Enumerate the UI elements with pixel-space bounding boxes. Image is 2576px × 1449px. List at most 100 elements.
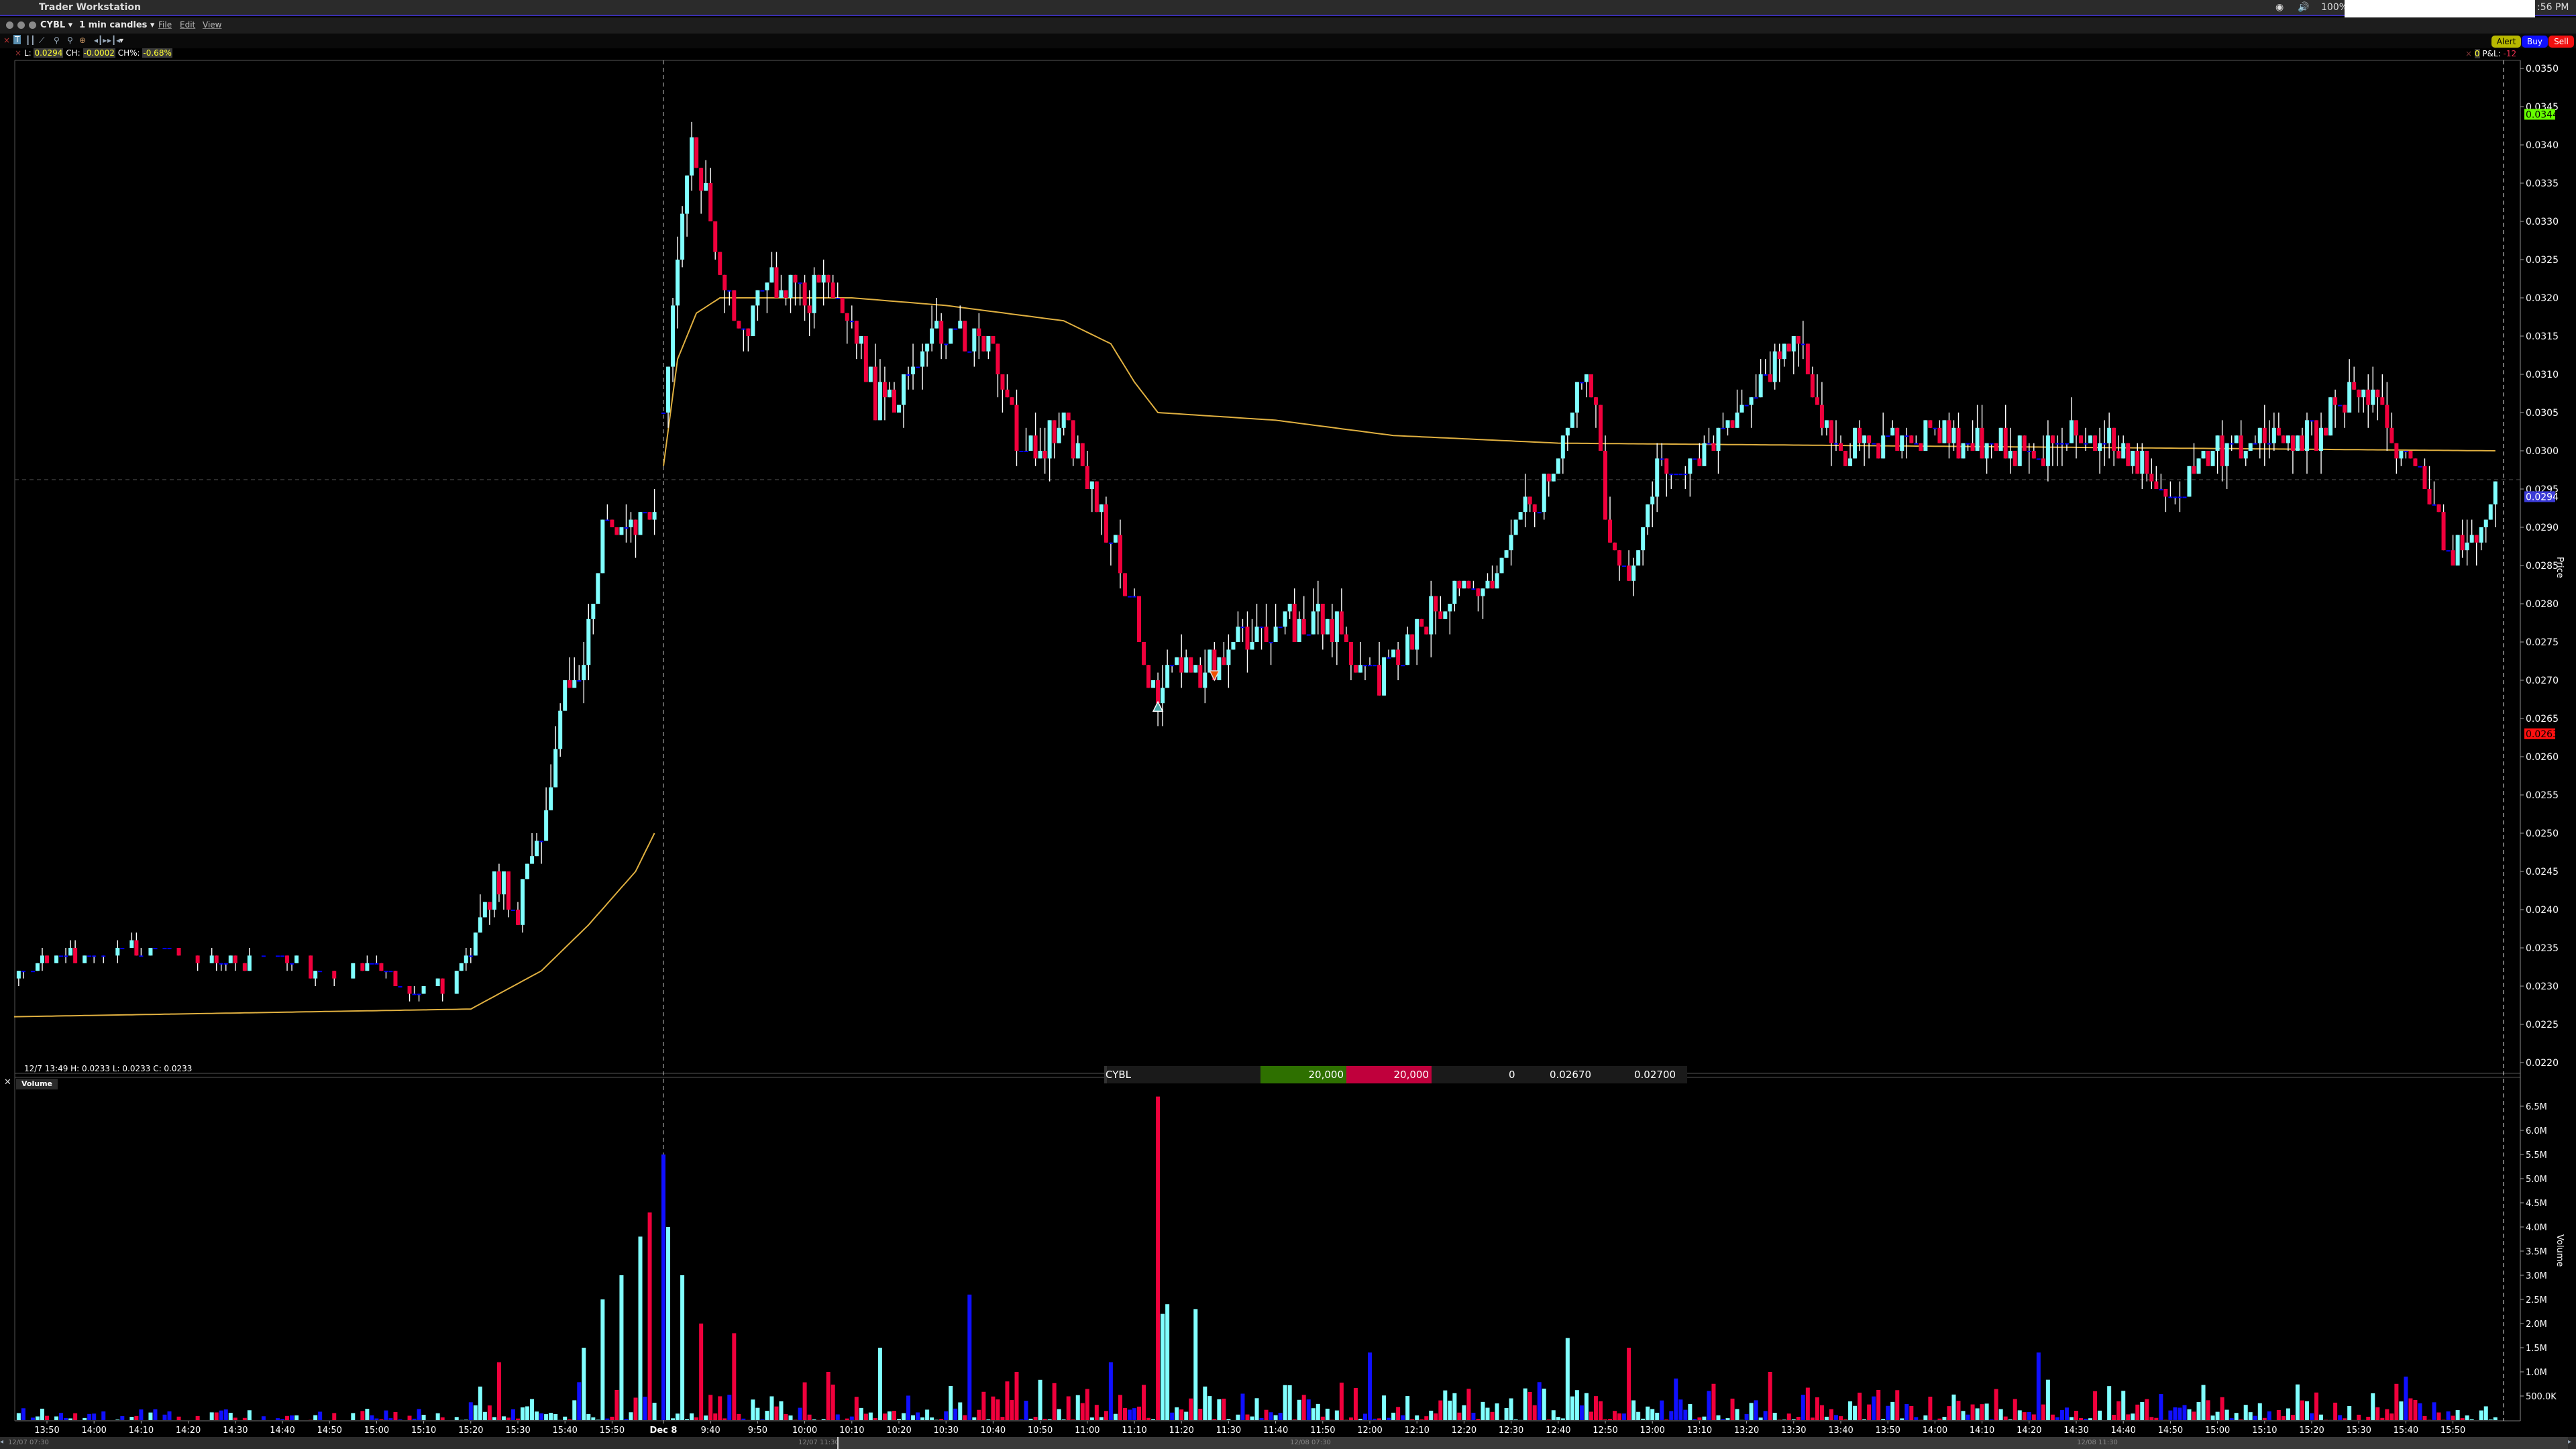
time-tick-label: 12:10 xyxy=(1404,1426,1429,1436)
volume-bar xyxy=(1122,1407,1127,1420)
alert-button[interactable]: Alert xyxy=(2491,36,2521,48)
candle-body xyxy=(1344,634,1348,642)
candle-body xyxy=(1739,405,1744,413)
candle-body xyxy=(496,871,501,895)
volume-bar xyxy=(2079,1417,2084,1420)
candle-body xyxy=(1019,451,1024,452)
zoom-in-icon[interactable]: ⚲ xyxy=(54,36,60,45)
candle-body xyxy=(1170,665,1175,667)
buy-order-price[interactable]: 0.02670 xyxy=(1550,1069,1592,1081)
candle-body xyxy=(2474,535,2479,543)
volume-bar xyxy=(2451,1415,2455,1420)
volume-bar xyxy=(830,1385,835,1420)
candle-body xyxy=(572,680,577,688)
candle-body xyxy=(478,917,482,933)
volume-bar xyxy=(228,1413,233,1420)
menu-view[interactable]: View xyxy=(203,20,222,30)
candle-body xyxy=(1254,627,1259,642)
volume-bar xyxy=(521,1407,525,1420)
zoom-out-icon[interactable]: ⚲ xyxy=(67,36,73,45)
order-row-handle[interactable] xyxy=(1104,1066,1107,1083)
candle-body xyxy=(624,527,629,529)
volume-bar xyxy=(1161,1313,1165,1420)
close-window-button[interactable] xyxy=(6,21,13,29)
scrollbar-thumb[interactable] xyxy=(837,1437,2568,1449)
volume-bar xyxy=(1527,1391,1532,1420)
volume-bar xyxy=(1833,1415,1838,1420)
candle-body xyxy=(1777,351,1782,360)
compress-icon[interactable]: ▸┃◂ xyxy=(107,36,121,45)
close-icon[interactable]: × xyxy=(3,36,11,45)
candle-body xyxy=(666,366,671,413)
close-volume-panel-icon[interactable]: ✕ xyxy=(4,1077,11,1087)
volume-bar xyxy=(1683,1409,1688,1420)
candle-body xyxy=(1593,397,1598,405)
text-icon[interactable]: T xyxy=(13,35,21,44)
candle-body xyxy=(1330,619,1334,642)
volume-bar xyxy=(1028,1418,1033,1420)
volume-bar xyxy=(666,1227,671,1420)
scroll-right-icon[interactable]: ▸ xyxy=(2568,1438,2572,1446)
sell-order-qty[interactable]: 20,000 xyxy=(1346,1066,1432,1083)
candle-body xyxy=(2248,443,2253,451)
volume-bar xyxy=(379,1419,384,1420)
volume-bar xyxy=(1984,1403,1989,1420)
candle-body xyxy=(2465,542,2469,551)
time-scrollbar[interactable]: ◂ 12/07 07:30 12/07 11:30 12/08 07:30 12… xyxy=(0,1437,2576,1449)
price-tick-label: 0.0300 xyxy=(2526,446,2559,457)
buy-button[interactable]: Buy xyxy=(2522,36,2548,48)
bars-icon[interactable]: ┃┃ xyxy=(25,36,36,45)
order-row[interactable]: CYBL 20,000 20,000 0 0.02670 0.02700 xyxy=(1104,1066,1687,1083)
candle-body xyxy=(816,274,821,283)
candle-body xyxy=(2488,504,2493,520)
candle-body xyxy=(1867,435,1872,443)
interval-selector[interactable]: 1 min candles ▾ xyxy=(79,20,155,30)
candle-body xyxy=(925,343,930,352)
sell-button[interactable]: Sell xyxy=(2548,36,2574,48)
candle-body xyxy=(1975,427,1980,451)
candle-body xyxy=(1156,680,1161,704)
candle-body xyxy=(1047,420,1052,459)
candle-body xyxy=(1334,611,1339,642)
candle-body xyxy=(1730,420,1735,428)
candle-body xyxy=(1646,504,1650,527)
candle-body xyxy=(35,963,40,971)
volume-icon[interactable]: 🔊 xyxy=(2298,2,2310,13)
candle-body xyxy=(2135,451,2140,474)
candle-body xyxy=(1358,665,1362,673)
candle-body xyxy=(638,512,643,535)
volume-bar xyxy=(1250,1416,1254,1420)
volume-bar xyxy=(285,1415,290,1420)
volume-bar xyxy=(1005,1381,1010,1420)
price-tick-label: 0.0275 xyxy=(2526,637,2559,648)
volume-bar xyxy=(2366,1416,2371,1420)
minimize-window-button[interactable] xyxy=(17,21,25,29)
candle-body xyxy=(1961,443,1966,459)
candle-body xyxy=(1862,435,1867,443)
close-legend-icon[interactable]: × xyxy=(15,48,22,58)
time-tick-label: 15:30 xyxy=(2346,1426,2371,1436)
crosshair-icon[interactable]: ⊕ xyxy=(79,36,87,45)
candle-body xyxy=(1853,427,1858,459)
screen-record-icon[interactable]: ◉ xyxy=(2275,2,2284,13)
menu-file[interactable]: File xyxy=(158,20,172,30)
volume-bar xyxy=(1198,1409,1203,1420)
menu-edit[interactable]: Edit xyxy=(180,20,196,30)
expand-icon[interactable]: ◂┃▸ xyxy=(94,36,107,45)
close-pnl-icon[interactable]: × xyxy=(2465,49,2473,58)
buy-order-qty[interactable]: 20,000 xyxy=(1260,1066,1346,1083)
candle-body xyxy=(882,382,887,398)
symbol-selector[interactable]: CYBL ▾ xyxy=(40,20,73,30)
sell-order-price[interactable]: 0.02700 xyxy=(1634,1069,1676,1081)
volume-bar xyxy=(1292,1419,1297,1420)
volume-bar xyxy=(755,1407,760,1420)
candle-body xyxy=(1796,336,1801,344)
scroll-label: 12/07 11:30 xyxy=(798,1439,839,1446)
candle-body xyxy=(802,282,807,306)
scroll-left-icon[interactable]: ◂ xyxy=(0,1438,4,1446)
zoom-window-button[interactable] xyxy=(29,21,36,29)
volume-tick-label: 3.5M xyxy=(2526,1247,2547,1257)
draw-line-icon[interactable]: ⟋ xyxy=(39,36,45,45)
dropdown-icon[interactable]: ▾ xyxy=(119,36,124,45)
